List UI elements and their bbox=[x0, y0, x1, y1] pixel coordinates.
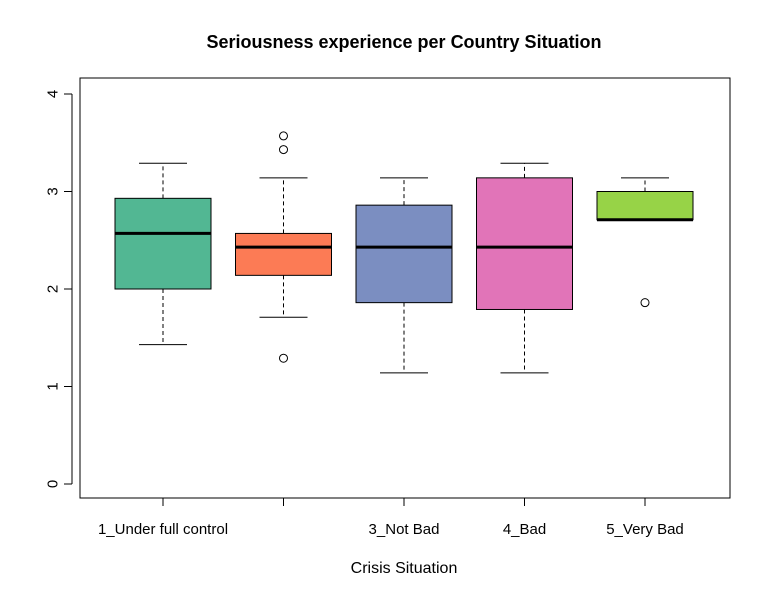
box-group bbox=[235, 131, 332, 363]
box-group bbox=[596, 177, 694, 308]
box-iqr bbox=[235, 232, 332, 276]
x-axis: 1_Under full control 3_Not Bad 4_Bad 5_Very… bbox=[98, 497, 684, 538]
box-iqr bbox=[476, 177, 573, 310]
boxes-layer bbox=[114, 131, 694, 374]
y-tick-label: 1 bbox=[45, 382, 62, 390]
outlier-point bbox=[640, 298, 650, 308]
y-tick-label: 4 bbox=[45, 90, 62, 98]
box-iqr bbox=[596, 191, 694, 221]
x-tick-label: 3_Not Bad bbox=[369, 521, 440, 538]
y-tick-label: 3 bbox=[45, 187, 62, 195]
box-group bbox=[114, 162, 212, 346]
box-group bbox=[476, 162, 573, 374]
box-iqr bbox=[114, 197, 212, 290]
chart-title: Seriousness experience per Country Situa… bbox=[206, 32, 601, 52]
y-tick-label: 2 bbox=[45, 285, 62, 293]
box-group bbox=[355, 177, 453, 374]
outlier-point bbox=[279, 131, 288, 141]
y-tick-label: 0 bbox=[45, 480, 62, 488]
x-tick-label: 5_Very Bad bbox=[606, 521, 684, 538]
box-iqr bbox=[355, 204, 453, 304]
x-tick-label: 4_Bad bbox=[503, 521, 546, 538]
x-axis-label: Crisis Situation bbox=[351, 560, 458, 577]
outlier-point bbox=[279, 353, 288, 363]
y-axis: 0 1 2 3 4 bbox=[45, 90, 73, 488]
x-tick-label: 1_Under full control bbox=[98, 521, 228, 538]
outlier-point bbox=[279, 145, 288, 155]
